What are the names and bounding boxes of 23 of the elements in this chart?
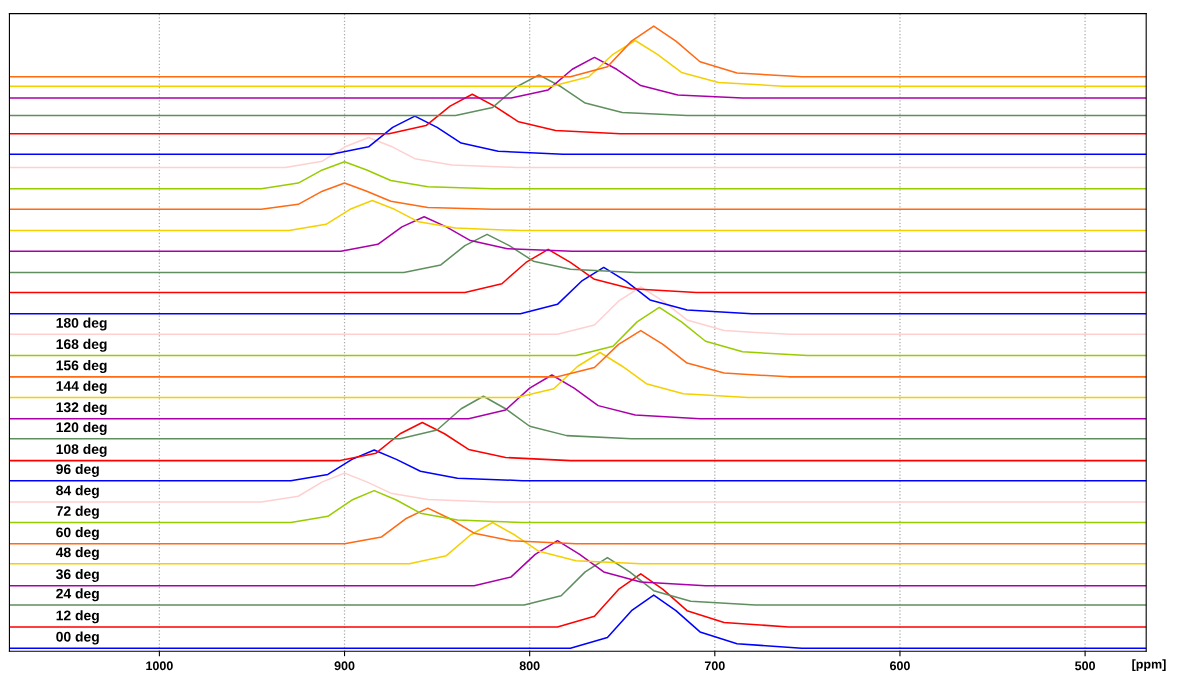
series-label: 144 deg [56,380,107,394]
x-tick-label: 1000 [146,661,173,671]
series-label: 60 deg [56,527,99,541]
series-label: 48 deg [55,547,99,561]
series-label: 108 deg [56,443,107,457]
x-tick-label: 700 [704,661,725,671]
series-label: 12 deg [56,610,99,624]
series-label: 00 deg [56,631,99,645]
series-label: 72 deg [56,505,99,519]
series-label: 132 deg [56,401,107,415]
series-label: 180 deg [56,317,107,331]
series-label: 24 deg [56,588,99,602]
series-label: 120 deg [56,421,107,435]
x-tick-label: 500 [1075,661,1096,671]
series-label: 96 deg [56,463,99,477]
x-tick-label: 900 [334,661,355,671]
x-axis-title: [ppm] [1132,659,1166,672]
series-label: 156 deg [56,360,107,374]
x-tick-label: 800 [519,661,540,671]
x-tick-label: 600 [889,661,910,671]
series-label: 84 deg [56,485,99,499]
series-label: 36 deg [56,568,99,582]
series-label: 168 deg [56,338,107,352]
